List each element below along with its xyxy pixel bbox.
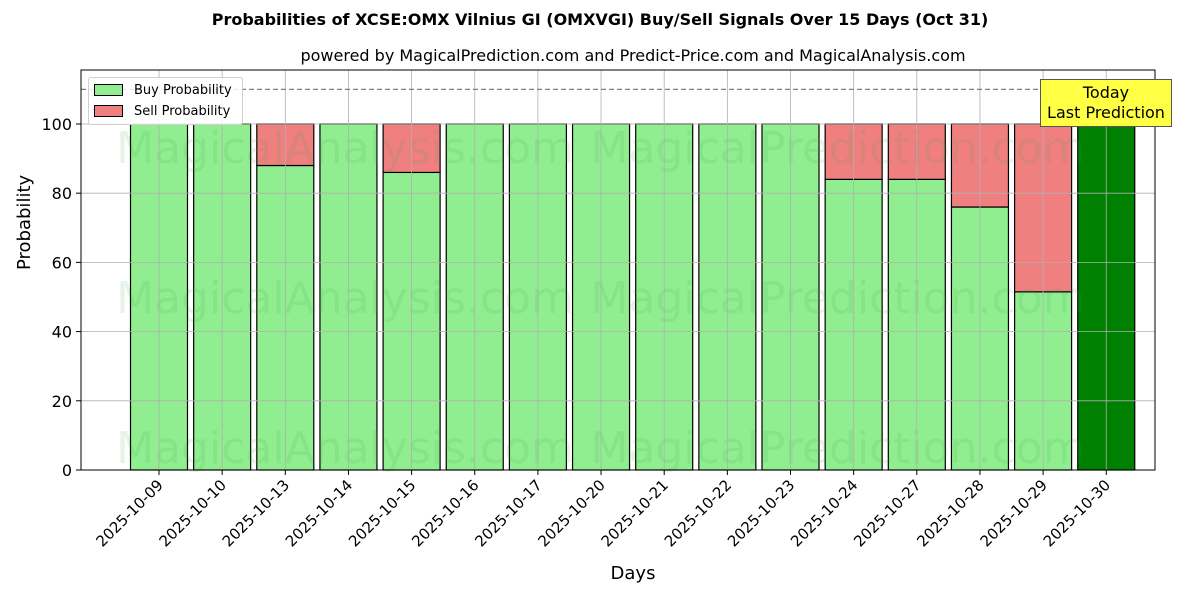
- y-tick-label: 60: [52, 253, 72, 272]
- watermark: MagicalPrediction.com: [591, 123, 1086, 174]
- legend-sell-label: Sell Probability: [134, 103, 231, 119]
- x-tick-label: 2025-10-09: [92, 476, 166, 550]
- chart-subtitle: powered by MagicalPrediction.com and Pre…: [300, 46, 966, 65]
- x-tick-label: 2025-10-17: [471, 476, 545, 550]
- watermark: MagicalAnalysis.com: [116, 423, 574, 474]
- x-tick-label: 2025-10-20: [534, 476, 608, 550]
- watermark: MagicalPrediction.com: [591, 423, 1086, 474]
- x-tick-label: 2025-10-23: [724, 476, 798, 550]
- y-axis-label: Probability: [14, 174, 35, 270]
- x-tick-label: 2025-10-10: [156, 476, 230, 550]
- x-tick-label: 2025-10-16: [408, 476, 482, 550]
- plot-frame: [80, 69, 1156, 471]
- y-tick-label: 80: [52, 184, 72, 203]
- x-tick-label: 2025-10-15: [345, 476, 419, 550]
- today-annotation-line1: Today: [1082, 83, 1130, 102]
- watermark: MagicalPrediction.com: [591, 273, 1086, 324]
- x-tick-label: 2025-10-24: [787, 476, 861, 550]
- y-tick-label: 20: [52, 392, 72, 411]
- watermark: MagicalAnalysis.com: [116, 273, 574, 324]
- sell-swatch-icon: [94, 105, 123, 117]
- x-axis-label: Days: [610, 563, 656, 584]
- legend-item-sell: Sell Probability: [94, 103, 230, 119]
- x-tick-label: 2025-10-13: [219, 476, 293, 550]
- y-tick-label: 100: [41, 115, 72, 134]
- y-tick-label: 0: [62, 461, 72, 480]
- x-tick-label: 2025-10-29: [977, 476, 1051, 550]
- legend-buy-label: Buy Probability: [134, 82, 232, 98]
- today-annotation-line2: Last Prediction: [1047, 103, 1165, 122]
- x-tick-label: 2025-10-27: [850, 476, 924, 550]
- legend-item-buy: Buy Probability: [94, 82, 232, 98]
- x-tick-label: 2025-10-30: [1040, 476, 1114, 550]
- x-tick-label: 2025-10-22: [661, 476, 735, 550]
- chart-title: Probabilities of XCSE:OMX Vilnius GI (OM…: [211, 10, 989, 29]
- x-tick-label: 2025-10-21: [598, 476, 672, 550]
- x-tick-label: 2025-10-14: [282, 476, 356, 550]
- buy-swatch-icon: [94, 84, 123, 96]
- legend: Buy Probability Sell Probability: [88, 77, 243, 125]
- y-tick-label: 40: [52, 323, 72, 342]
- watermark: MagicalAnalysis.com: [116, 123, 574, 174]
- x-tick-label: 2025-10-28: [913, 476, 987, 550]
- today-annotation: Today Last Prediction: [1040, 79, 1172, 127]
